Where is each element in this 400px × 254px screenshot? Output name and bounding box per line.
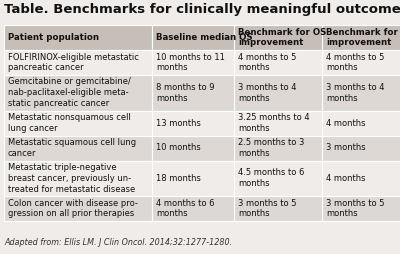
Bar [152, 75, 234, 110]
Text: 13 months: 13 months [156, 119, 201, 128]
Text: 8 months to 9
months: 8 months to 9 months [156, 83, 214, 103]
Bar [322, 135, 400, 161]
Bar [234, 135, 322, 161]
Text: FOLFIRINOX-eligible metastatic
pancreatic cancer: FOLFIRINOX-eligible metastatic pancreati… [8, 53, 139, 72]
Bar [234, 110, 322, 135]
Bar [152, 50, 234, 75]
Bar [152, 135, 234, 161]
Bar [234, 25, 322, 50]
Text: 4 months to 6
months: 4 months to 6 months [156, 199, 214, 218]
Text: 18 months: 18 months [156, 174, 201, 183]
Bar [322, 161, 400, 196]
Bar [152, 196, 234, 221]
Text: Colon cancer with disease pro-
gression on all prior therapies: Colon cancer with disease pro- gression … [8, 199, 138, 218]
Text: Adapted from: Ellis LM. J Clin Oncol. 2014;32:1277-1280.: Adapted from: Ellis LM. J Clin Oncol. 20… [4, 238, 232, 247]
Bar [152, 25, 234, 50]
Bar [4, 196, 152, 221]
Text: 3 months to 4
months: 3 months to 4 months [326, 83, 384, 103]
Text: Benchmark for PFS
improvement: Benchmark for PFS improvement [326, 28, 400, 47]
Bar [322, 75, 400, 110]
Bar [322, 196, 400, 221]
Text: 2.5 months to 3
months: 2.5 months to 3 months [238, 138, 304, 158]
Text: 10 months: 10 months [156, 144, 201, 152]
Bar [234, 75, 322, 110]
Text: 3.25 months to 4
months: 3.25 months to 4 months [238, 113, 310, 133]
Bar [4, 135, 152, 161]
Text: 4 months to 5
months: 4 months to 5 months [238, 53, 296, 72]
Text: 3 months: 3 months [326, 144, 366, 152]
Bar [234, 196, 322, 221]
Text: Benchmark for OS
improvement: Benchmark for OS improvement [238, 28, 326, 47]
Bar [4, 161, 152, 196]
Text: 4 months to 5
months: 4 months to 5 months [326, 53, 384, 72]
Bar [322, 25, 400, 50]
Text: 10 months to 11
months: 10 months to 11 months [156, 53, 225, 72]
Text: Metastatic squamous cell lung
cancer: Metastatic squamous cell lung cancer [8, 138, 136, 158]
Text: 3 months to 5
months: 3 months to 5 months [326, 199, 384, 218]
Text: 4 months: 4 months [326, 119, 366, 128]
Text: 3 months to 4
months: 3 months to 4 months [238, 83, 296, 103]
Text: 4.5 months to 6
months: 4.5 months to 6 months [238, 168, 304, 188]
Bar [234, 161, 322, 196]
Bar [234, 50, 322, 75]
Bar [152, 110, 234, 135]
Bar [322, 50, 400, 75]
Text: Patient population: Patient population [8, 33, 99, 42]
Text: 4 months: 4 months [326, 174, 366, 183]
Bar [152, 161, 234, 196]
Text: 3 months to 5
months: 3 months to 5 months [238, 199, 296, 218]
Bar [4, 25, 152, 50]
Bar [4, 50, 152, 75]
Bar [4, 110, 152, 135]
Text: Metastatic nonsquamous cell
lung cancer: Metastatic nonsquamous cell lung cancer [8, 113, 131, 133]
Text: Gemcitabine or gemcitabine/
nab-paclitaxel-eligible meta-
static pancreatic canc: Gemcitabine or gemcitabine/ nab-paclitax… [8, 77, 131, 108]
Text: Metastatic triple-negative
breast cancer, previously un-
treated for metastatic : Metastatic triple-negative breast cancer… [8, 163, 135, 194]
Text: Baseline median OS: Baseline median OS [156, 33, 253, 42]
Bar [4, 75, 152, 110]
Text: Table. Benchmarks for clinically meaningful outcomes: Table. Benchmarks for clinically meaning… [4, 3, 400, 16]
Bar [322, 110, 400, 135]
